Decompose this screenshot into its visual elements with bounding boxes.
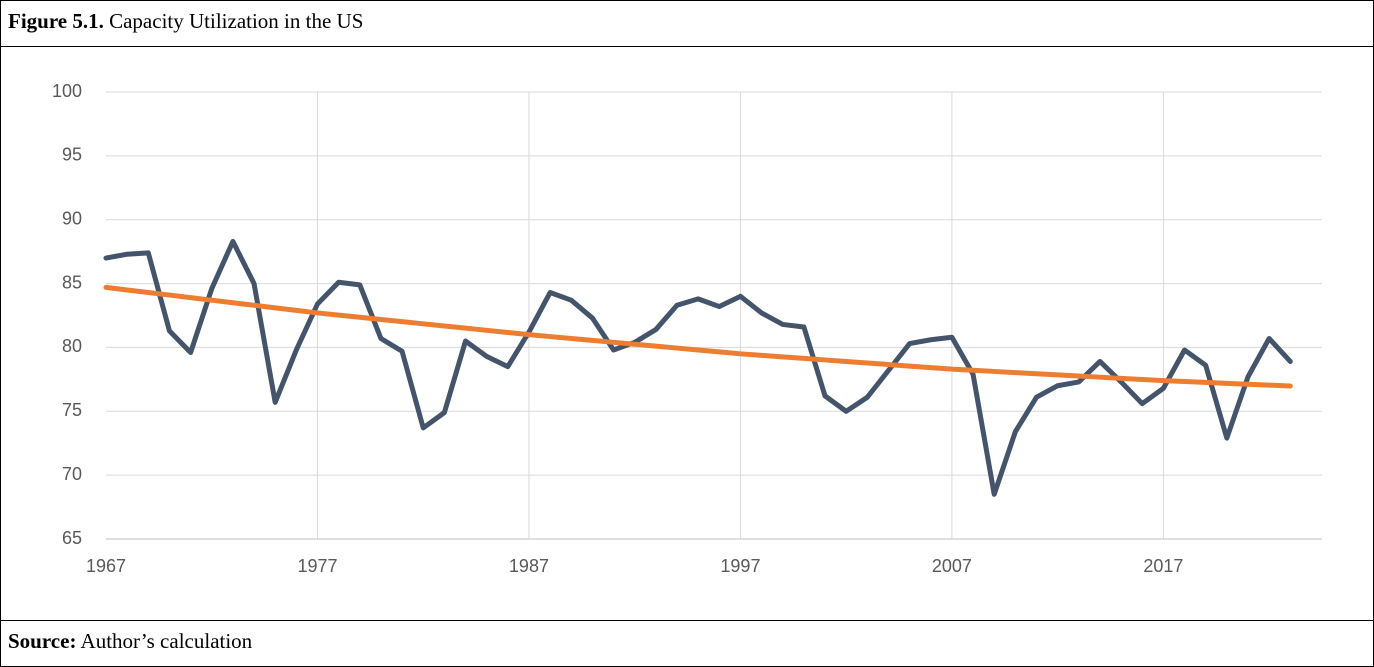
x-tick-label: 2017 [1143,556,1183,576]
y-tick-label: 65 [62,528,82,548]
source-text: Author’s calculation [81,629,253,653]
figure-label: Figure 5.1. [8,9,104,33]
figure-caption: Figure 5.1. Capacity Utilization in the … [8,9,363,33]
x-tick-label: 1977 [297,556,337,576]
plot: 65 70 75 80 85 90 95 100 1967 1977 1987 1997 2007 201… [52,81,1322,576]
source-note: Source: Author’s calculation [8,629,253,653]
chart-title: Capacity Utilization in the US [109,9,363,33]
y-tick-label: 95 [62,145,82,165]
y-tick-label: 75 [62,400,82,420]
source-label: Source: [8,629,76,653]
y-tick-label: 100 [52,81,82,101]
x-tick-label: 1987 [509,556,549,576]
data-line [103,284,1293,389]
x-tick-label: 1997 [720,556,760,576]
y-tick-label: 80 [62,336,82,356]
x-tick-label: 2007 [932,556,972,576]
x-tick-label: 1967 [86,556,126,576]
y-tick-label: 85 [62,272,82,292]
data-line [103,238,1293,497]
y-tick-label: 70 [62,464,82,484]
y-tick-label: 90 [62,208,82,228]
